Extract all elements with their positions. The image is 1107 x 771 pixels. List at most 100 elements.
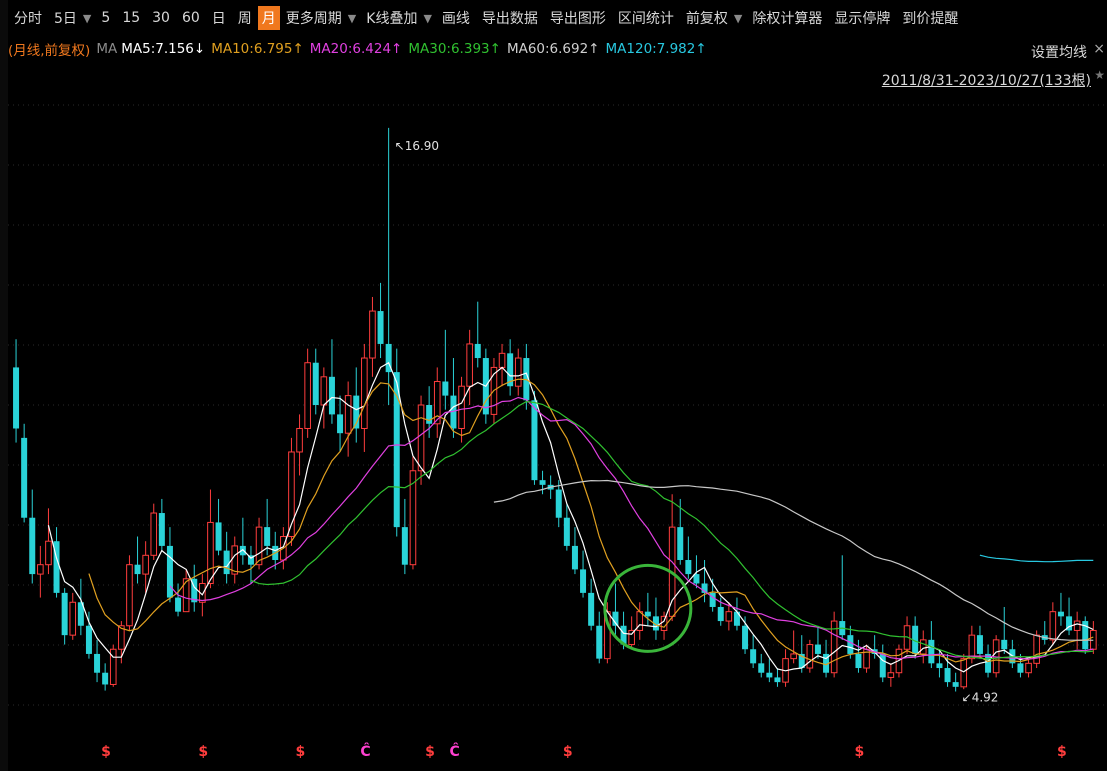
candle <box>928 621 935 669</box>
candle <box>612 583 619 636</box>
candle <box>158 498 165 551</box>
candle <box>215 498 222 556</box>
candle <box>45 508 52 575</box>
period-toolbar: 分时 5日 ▼ 5 15 30 60 日周月更多周期 ▼ K线叠加 ▼ 画线 导出数据 导出图形 区间统计前… <box>8 0 1107 36</box>
candle <box>126 555 133 631</box>
candle <box>255 517 263 570</box>
candle <box>37 545 44 598</box>
candle <box>839 555 846 640</box>
candle <box>207 489 214 589</box>
candle <box>919 630 927 664</box>
period-tab-17[interactable]: 显示停牌 <box>834 11 891 27</box>
period-tab-13[interactable]: 导出图形 <box>549 11 606 27</box>
candlestick-chart[interactable]: ↖16.90 ↙4.92 $ $ $ Ĉ $ Ĉ $ $ $ <box>8 95 1107 771</box>
period-tab-11[interactable]: 画线 <box>441 11 470 27</box>
candle <box>766 658 773 683</box>
ma-legend-item: MA120:7.982↑ <box>605 41 707 57</box>
ma30-line <box>250 400 1094 660</box>
candle <box>514 348 522 396</box>
candle <box>1001 606 1008 654</box>
ma60-line <box>493 479 1094 641</box>
event-marker[interactable]: $ <box>425 744 435 760</box>
candle <box>685 536 692 579</box>
period-tab-7[interactable]: 周 <box>237 11 252 27</box>
candle <box>426 386 433 438</box>
period-tab-15[interactable]: 前复权 <box>685 11 728 27</box>
candle <box>150 503 158 560</box>
ma-legend: (月线,前复权) MA MA5:7.156↓ MA10:6.795↑ MA20:6.… <box>8 38 713 60</box>
candle <box>652 597 659 640</box>
candle <box>539 470 546 495</box>
candle <box>239 517 246 565</box>
event-marker[interactable]: $ <box>854 744 864 760</box>
candle <box>393 348 400 537</box>
candle <box>337 395 344 452</box>
event-marker[interactable]: $ <box>101 744 111 760</box>
high-price-label: ↖16.90 <box>395 139 439 153</box>
period-tab-4[interactable]: 30 <box>152 10 170 26</box>
candle <box>903 616 911 654</box>
ma10-line <box>88 378 1094 666</box>
period-tab-3[interactable]: 15 <box>122 10 141 26</box>
candle <box>450 358 457 438</box>
candle <box>182 569 190 613</box>
candle <box>142 541 149 593</box>
period-tab-10[interactable]: K线叠加 <box>366 11 418 27</box>
close-legend-icon[interactable]: × <box>1093 41 1105 57</box>
candle <box>912 616 919 659</box>
candle <box>498 343 506 387</box>
period-tab-18[interactable]: 到价提醒 <box>902 11 959 27</box>
event-marker[interactable]: Ĉ <box>449 742 459 760</box>
dropdown-arrow-icon[interactable]: ▼ <box>82 11 92 25</box>
event-marker[interactable]: $ <box>198 744 208 760</box>
ma-label: MA <box>96 41 118 57</box>
period-label: (月线,前复权) <box>8 43 91 59</box>
ma-legend-item: MA10:6.795↑ <box>211 41 304 57</box>
candle <box>53 527 60 598</box>
candle <box>790 630 797 664</box>
dropdown-arrow-icon[interactable]: ▼ <box>733 11 743 25</box>
period-tab-2[interactable]: 5 <box>101 10 111 26</box>
highlight-circle <box>603 563 693 653</box>
candle <box>531 390 538 485</box>
period-tab-6[interactable]: 日 <box>211 11 226 27</box>
candle <box>328 339 335 424</box>
candle <box>1082 616 1089 654</box>
set-ma-button[interactable]: 设置均线 <box>1031 45 1087 61</box>
candle <box>733 597 740 631</box>
ma120-line <box>979 554 1094 563</box>
date-range[interactable]: 2011/8/31-2023/10/27(133根) <box>881 73 1091 89</box>
candle <box>879 644 886 683</box>
dropdown-arrow-icon[interactable]: ▼ <box>423 11 432 25</box>
event-marker[interactable]: Ĉ <box>360 742 370 760</box>
candle <box>976 625 983 659</box>
period-tab-14[interactable]: 区间统计 <box>617 11 674 27</box>
event-marker[interactable]: $ <box>296 744 306 760</box>
event-marker[interactable]: $ <box>1057 744 1067 760</box>
period-tab-1[interactable]: 5日 <box>54 11 77 27</box>
star-icon[interactable]: ★ <box>1094 68 1105 82</box>
candle <box>77 578 84 636</box>
period-tab-16[interactable]: 除权计算器 <box>752 11 823 27</box>
candle <box>782 649 789 687</box>
candle <box>288 437 295 546</box>
dropdown-arrow-icon[interactable]: ▼ <box>347 11 357 25</box>
period-tab-12[interactable]: 导出数据 <box>481 11 538 27</box>
period-tab-5[interactable]: 60 <box>181 10 200 26</box>
event-marker[interactable]: $ <box>563 744 573 760</box>
candle <box>61 588 68 645</box>
candle <box>887 663 895 687</box>
candle <box>175 583 182 617</box>
period-tab-8[interactable]: 月 <box>257 6 280 30</box>
ma20-line <box>169 396 1094 660</box>
candle <box>571 527 578 575</box>
candle <box>433 367 441 438</box>
candle <box>264 498 271 556</box>
candle <box>758 653 765 678</box>
period-tab-0[interactable]: 分时 <box>14 11 42 27</box>
candle <box>385 127 392 405</box>
candle <box>401 498 408 575</box>
period-tab-9[interactable]: 更多周期 <box>285 11 342 27</box>
candle <box>668 494 676 622</box>
ma-legend-item: MA30:6.393↑ <box>408 41 501 57</box>
